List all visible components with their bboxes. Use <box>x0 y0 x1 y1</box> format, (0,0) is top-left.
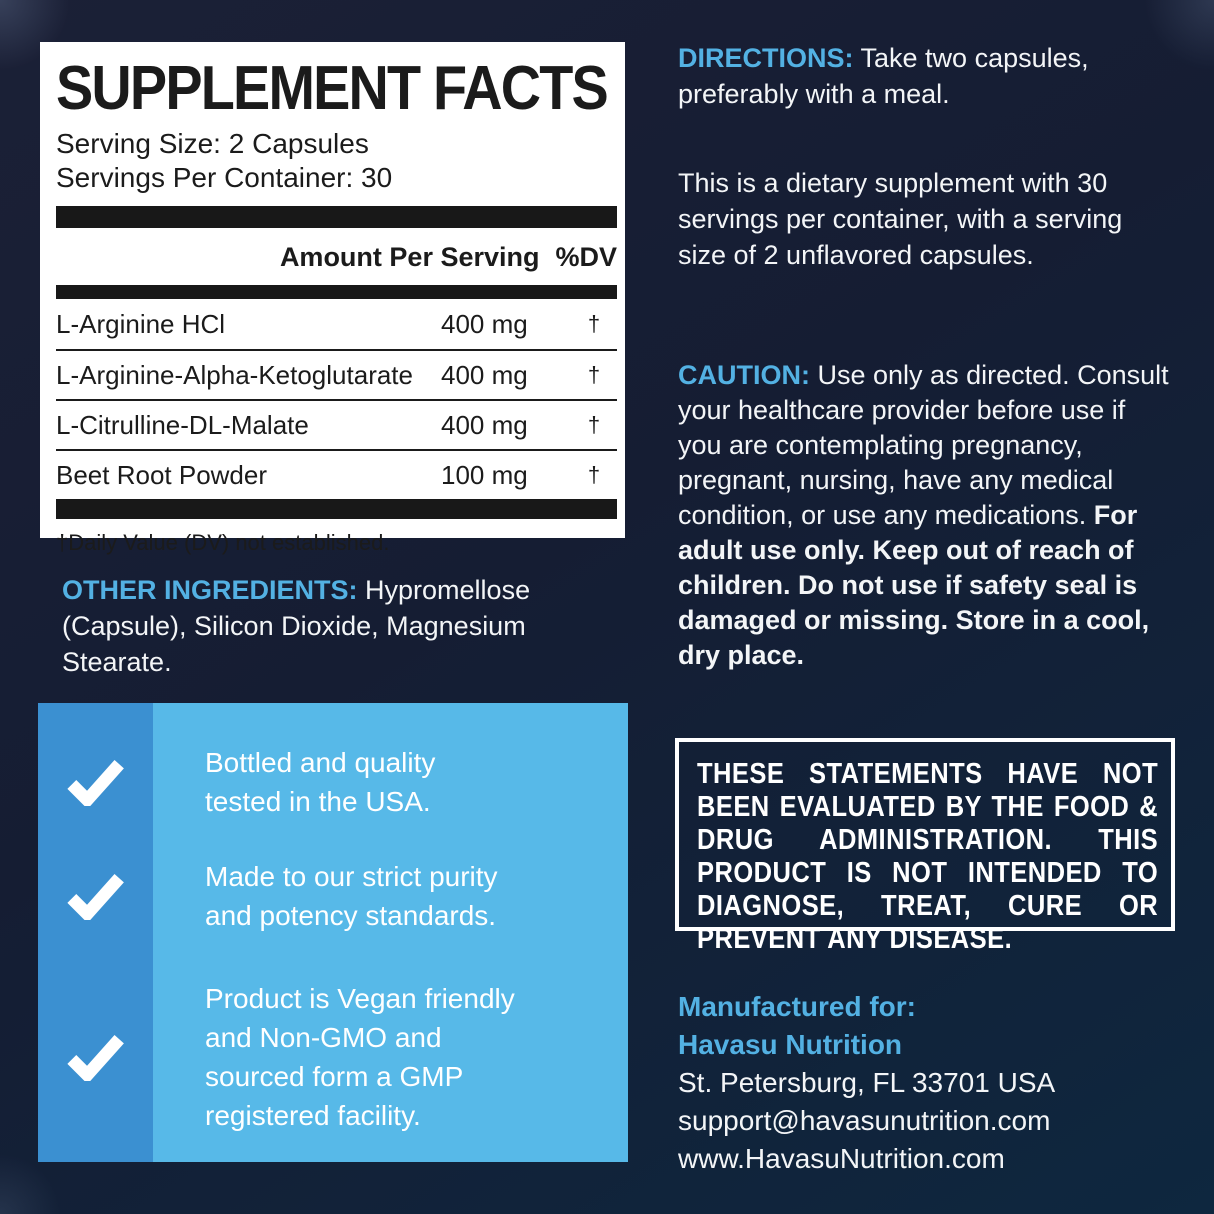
checklist-item-text: Product is Vegan friendly and Non-GMO an… <box>205 983 515 1131</box>
facts-column-header: Amount Per Serving %DV <box>56 228 617 285</box>
supplement-facts-panel: SUPPLEMENT FACTS Serving Size: 2 Capsule… <box>40 42 625 555</box>
manufacturer-website: www.HavasuNutrition.com <box>678 1143 1005 1174</box>
list-item: Made to our strict purity and potency st… <box>38 857 628 935</box>
daily-value-footnote: †Daily Value (DV) not established. <box>56 530 390 555</box>
serving-size: Serving Size: 2 Capsules <box>56 128 369 159</box>
ingredient-dv: † <box>587 311 601 336</box>
caution-bold-text: For adult use only. Keep out of reach of… <box>678 500 1150 670</box>
ingredient-name: L-Citrulline-DL-Malate <box>56 409 309 440</box>
list-item: Bottled and quality tested in the USA. <box>38 703 628 821</box>
table-row: L-Arginine HCl 400 mg † <box>56 299 617 349</box>
fda-disclaimer-text: THESE STATEMENTS HAVE NOT BEEN EVALUATED… <box>697 758 1159 955</box>
ingredient-name: L-Arginine-Alpha-Ketoglutarate <box>56 359 413 390</box>
checklist-strip <box>38 703 153 1162</box>
amount-per-serving-header: Amount Per Serving <box>279 242 540 272</box>
divider-bar-top <box>56 206 617 228</box>
divider-bar-bottom <box>56 499 617 519</box>
checkmark-icon <box>38 759 153 806</box>
servings-per-container: Servings Per Container: 30 <box>56 162 393 193</box>
fda-disclaimer-box: THESE STATEMENTS HAVE NOT BEEN EVALUATED… <box>675 738 1175 955</box>
table-row: L-Arginine-Alpha-Ketoglutarate 400 mg † <box>56 349 617 399</box>
manufacturer-info: Manufactured for: Havasu Nutrition St. P… <box>678 988 1178 1178</box>
quality-checklist-box: Bottled and quality tested in the USA. M… <box>38 703 628 1162</box>
ingredient-amount: 400 mg <box>441 308 528 339</box>
manufactured-for-label: Manufactured for: <box>678 991 916 1022</box>
ingredient-name: Beet Root Powder <box>56 459 268 490</box>
dv-header: %DV <box>555 242 617 272</box>
checkmark-icon <box>38 1034 153 1081</box>
directions-text: Take two capsules, preferably with a mea… <box>678 43 1089 109</box>
ingredient-dv: † <box>587 362 601 387</box>
list-item: Product is Vegan friendly and Non-GMO an… <box>38 979 628 1135</box>
checklist-item-text: Made to our strict purity and potency st… <box>205 861 498 931</box>
checkmark-icon <box>38 873 153 920</box>
table-row: Beet Root Powder 100 mg † <box>56 449 617 499</box>
manufacturer-name: Havasu Nutrition <box>678 1029 903 1060</box>
manufacturer-email: support@havasunutrition.com <box>678 1105 1051 1136</box>
caution-text: Use only as directed. Consult your healt… <box>678 360 1169 530</box>
other-ingredients: OTHER INGREDIENTS: Hypromellose (Capsule… <box>62 572 610 680</box>
ingredient-dv: † <box>587 462 601 487</box>
supplement-description: This is a dietary supplement with 30 ser… <box>678 168 1123 270</box>
divider-bar-header <box>56 285 617 299</box>
ingredient-amount: 400 mg <box>441 409 528 440</box>
checklist-item-text: Bottled and quality tested in the USA. <box>205 747 436 817</box>
manufacturer-address: St. Petersburg, FL 33701 USA <box>678 1067 1056 1098</box>
directions: DIRECTIONS: Take two capsules, preferabl… <box>678 40 1150 112</box>
caution: CAUTION: Use only as directed. Consult y… <box>678 358 1172 673</box>
table-row: L-Citrulline-DL-Malate 400 mg † <box>56 399 617 449</box>
other-ingredients-label: OTHER INGREDIENTS: <box>62 575 358 605</box>
ingredient-amount: 100 mg <box>441 459 528 490</box>
caution-label: CAUTION: <box>678 360 810 390</box>
directions-label: DIRECTIONS: <box>678 43 854 73</box>
ingredient-name: L-Arginine HCl <box>56 308 226 339</box>
ingredient-amount: 400 mg <box>441 359 528 390</box>
other-ingredients-text: Hypromellose (Capsule), Silicon Dioxide,… <box>62 575 531 677</box>
ingredient-dv: † <box>587 412 601 437</box>
supplement-facts-title: SUPPLEMENT FACTS <box>56 54 609 123</box>
